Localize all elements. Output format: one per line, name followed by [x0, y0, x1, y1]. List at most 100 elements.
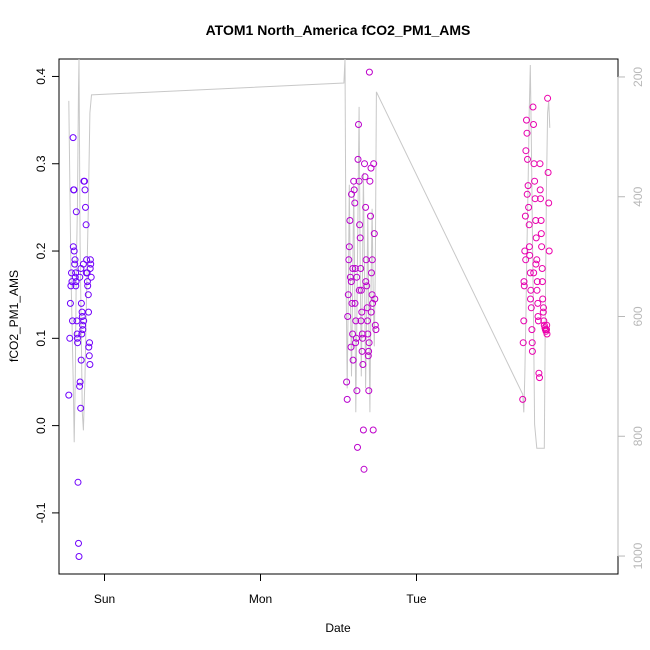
y-axis: -0.1 0.0 0.1 0.2 0.3 0.4	[34, 68, 60, 523]
data-point	[84, 282, 92, 290]
data-point	[538, 243, 546, 251]
data-point	[78, 330, 86, 338]
data-point	[76, 382, 84, 390]
data-point	[521, 247, 529, 255]
data-point	[364, 330, 372, 338]
data-point	[364, 352, 372, 360]
y2-tick-label: 800	[631, 426, 645, 446]
data-point	[72, 282, 80, 290]
data-point	[544, 169, 552, 176]
data-point	[79, 326, 87, 334]
data-point	[71, 256, 79, 264]
data-point	[350, 177, 358, 185]
data-point	[75, 539, 82, 547]
data-point	[520, 282, 528, 290]
data-point	[543, 326, 550, 334]
data-point	[349, 356, 357, 364]
data-point	[527, 295, 534, 303]
data-point	[538, 265, 546, 272]
data-point	[359, 334, 367, 342]
data-point	[81, 177, 88, 185]
data-point	[83, 278, 91, 286]
x-axis-label: Date	[325, 621, 351, 635]
data-point	[536, 160, 544, 168]
y2-axis: 200 400 600 800 1000	[617, 67, 645, 569]
data-point	[360, 465, 368, 473]
data-point	[68, 269, 75, 277]
data-point	[65, 391, 73, 399]
data-point	[353, 273, 361, 281]
data-point	[72, 208, 80, 216]
data-point	[528, 339, 536, 347]
data-point	[367, 308, 375, 316]
data-point	[357, 286, 365, 294]
data-point	[73, 317, 81, 325]
y2-tick-label: 400	[631, 186, 645, 206]
data-point	[534, 299, 542, 307]
data-point	[361, 160, 368, 168]
data-point	[352, 339, 360, 347]
data-point	[343, 395, 351, 403]
data-point	[345, 243, 353, 251]
data-point	[355, 177, 363, 185]
y-tick-label: 0.0	[34, 417, 48, 434]
data-point	[537, 230, 545, 238]
data-point	[347, 278, 355, 286]
data-point	[536, 186, 544, 194]
data-point	[362, 278, 370, 286]
data-point	[371, 295, 379, 303]
data-point	[523, 190, 531, 198]
data-point	[520, 278, 528, 286]
data-point	[523, 116, 530, 124]
data-point	[528, 347, 536, 355]
data-point	[353, 387, 361, 395]
data-point	[69, 134, 77, 142]
data-point	[364, 317, 371, 325]
data-point	[525, 243, 533, 251]
data-point	[532, 217, 540, 224]
data-point	[79, 321, 87, 329]
chart-title: ATOM1 North_America fCO2_PM1_AMS	[206, 22, 471, 38]
data-point	[543, 330, 551, 338]
data-point	[531, 177, 539, 185]
y-axis-label: fCO2_PM1_AMS	[7, 270, 21, 362]
data-point	[347, 343, 355, 351]
data-point	[356, 221, 364, 229]
x-tick-label: Mon	[249, 592, 272, 606]
plot-area	[58, 58, 619, 575]
data-point	[525, 221, 533, 229]
data-point	[519, 339, 527, 347]
data-point	[530, 269, 538, 277]
data-point	[371, 321, 379, 329]
data-point	[536, 374, 543, 382]
data-point	[85, 352, 93, 360]
data-point	[81, 186, 89, 194]
data-point	[530, 121, 537, 128]
data-point	[77, 265, 85, 272]
data-point	[71, 273, 79, 281]
y-tick-label: 0.1	[34, 330, 48, 347]
data-point	[367, 164, 375, 172]
data-point	[86, 265, 94, 272]
data-point	[354, 443, 361, 451]
data-point	[540, 304, 547, 312]
data-point	[533, 286, 541, 294]
data-point	[369, 299, 377, 307]
data-point	[66, 334, 74, 342]
data-point	[524, 182, 532, 190]
data-point	[538, 278, 546, 286]
data-point	[523, 129, 531, 137]
data-point	[355, 286, 363, 294]
data-point	[370, 230, 378, 238]
data-point	[343, 378, 351, 386]
data-point	[86, 339, 93, 347]
y-tick-label: 0.4	[34, 68, 48, 85]
data-point	[351, 199, 359, 207]
data-point	[70, 186, 78, 194]
data-point	[77, 356, 85, 364]
data-point	[72, 278, 80, 286]
data-point	[82, 221, 90, 229]
data-point	[527, 304, 535, 312]
data-point	[520, 317, 528, 325]
